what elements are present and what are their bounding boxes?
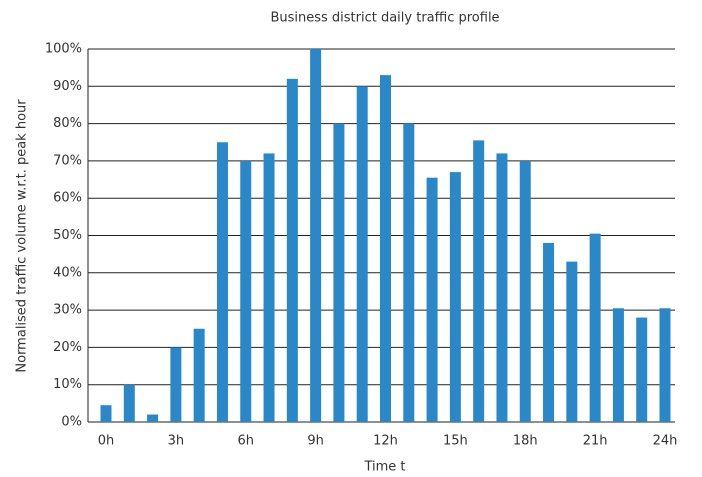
bar [216, 142, 228, 422]
bar [589, 233, 601, 422]
x-tick-label: 24h [653, 434, 678, 449]
chart-title: Business district daily traffic profile [270, 11, 499, 26]
bar [473, 140, 485, 422]
bar [193, 328, 205, 422]
x-tick-label: 18h [513, 434, 538, 449]
x-tick-label: 12h [373, 434, 398, 449]
y-tick-label: 20% [53, 340, 82, 355]
x-tick-label: 3h [168, 434, 185, 449]
bar [612, 308, 624, 422]
bar [100, 405, 112, 422]
bar [170, 347, 182, 422]
x-tick-label: 15h [443, 434, 468, 449]
bar [147, 414, 159, 422]
bar [263, 153, 275, 422]
y-axis-label: Normalised traffic volume w.r.t. peak ho… [15, 99, 30, 373]
y-tick-label: 10% [53, 377, 82, 392]
y-tick-label: 40% [53, 265, 82, 280]
x-tick-label: 0h [98, 434, 115, 449]
y-tick-label: 60% [53, 191, 82, 206]
bar [240, 160, 252, 422]
bar [566, 261, 578, 422]
y-tick-label: 50% [53, 228, 82, 243]
bar [543, 242, 555, 422]
bar [449, 172, 461, 422]
y-tick-label: 80% [53, 116, 82, 131]
bar [496, 153, 508, 422]
y-tick-label: 30% [53, 303, 82, 318]
y-tick-label: 70% [53, 153, 82, 168]
bar [659, 308, 671, 422]
x-tick-label: 6h [237, 434, 254, 449]
bar [356, 86, 368, 423]
y-tick-label: 90% [53, 79, 82, 94]
bar [310, 49, 322, 422]
bar [286, 78, 298, 422]
bar [636, 317, 648, 422]
bar [519, 160, 531, 422]
x-tick-label: 21h [583, 434, 608, 449]
x-tick-label: 9h [307, 434, 324, 449]
x-axis-label: Time t [363, 460, 405, 475]
y-tick-label: 100% [45, 42, 82, 57]
bar [426, 177, 438, 422]
bar [333, 123, 345, 422]
bar [403, 123, 415, 422]
bar [380, 75, 391, 423]
y-tick-label: 0% [61, 415, 82, 430]
bar [123, 384, 135, 422]
